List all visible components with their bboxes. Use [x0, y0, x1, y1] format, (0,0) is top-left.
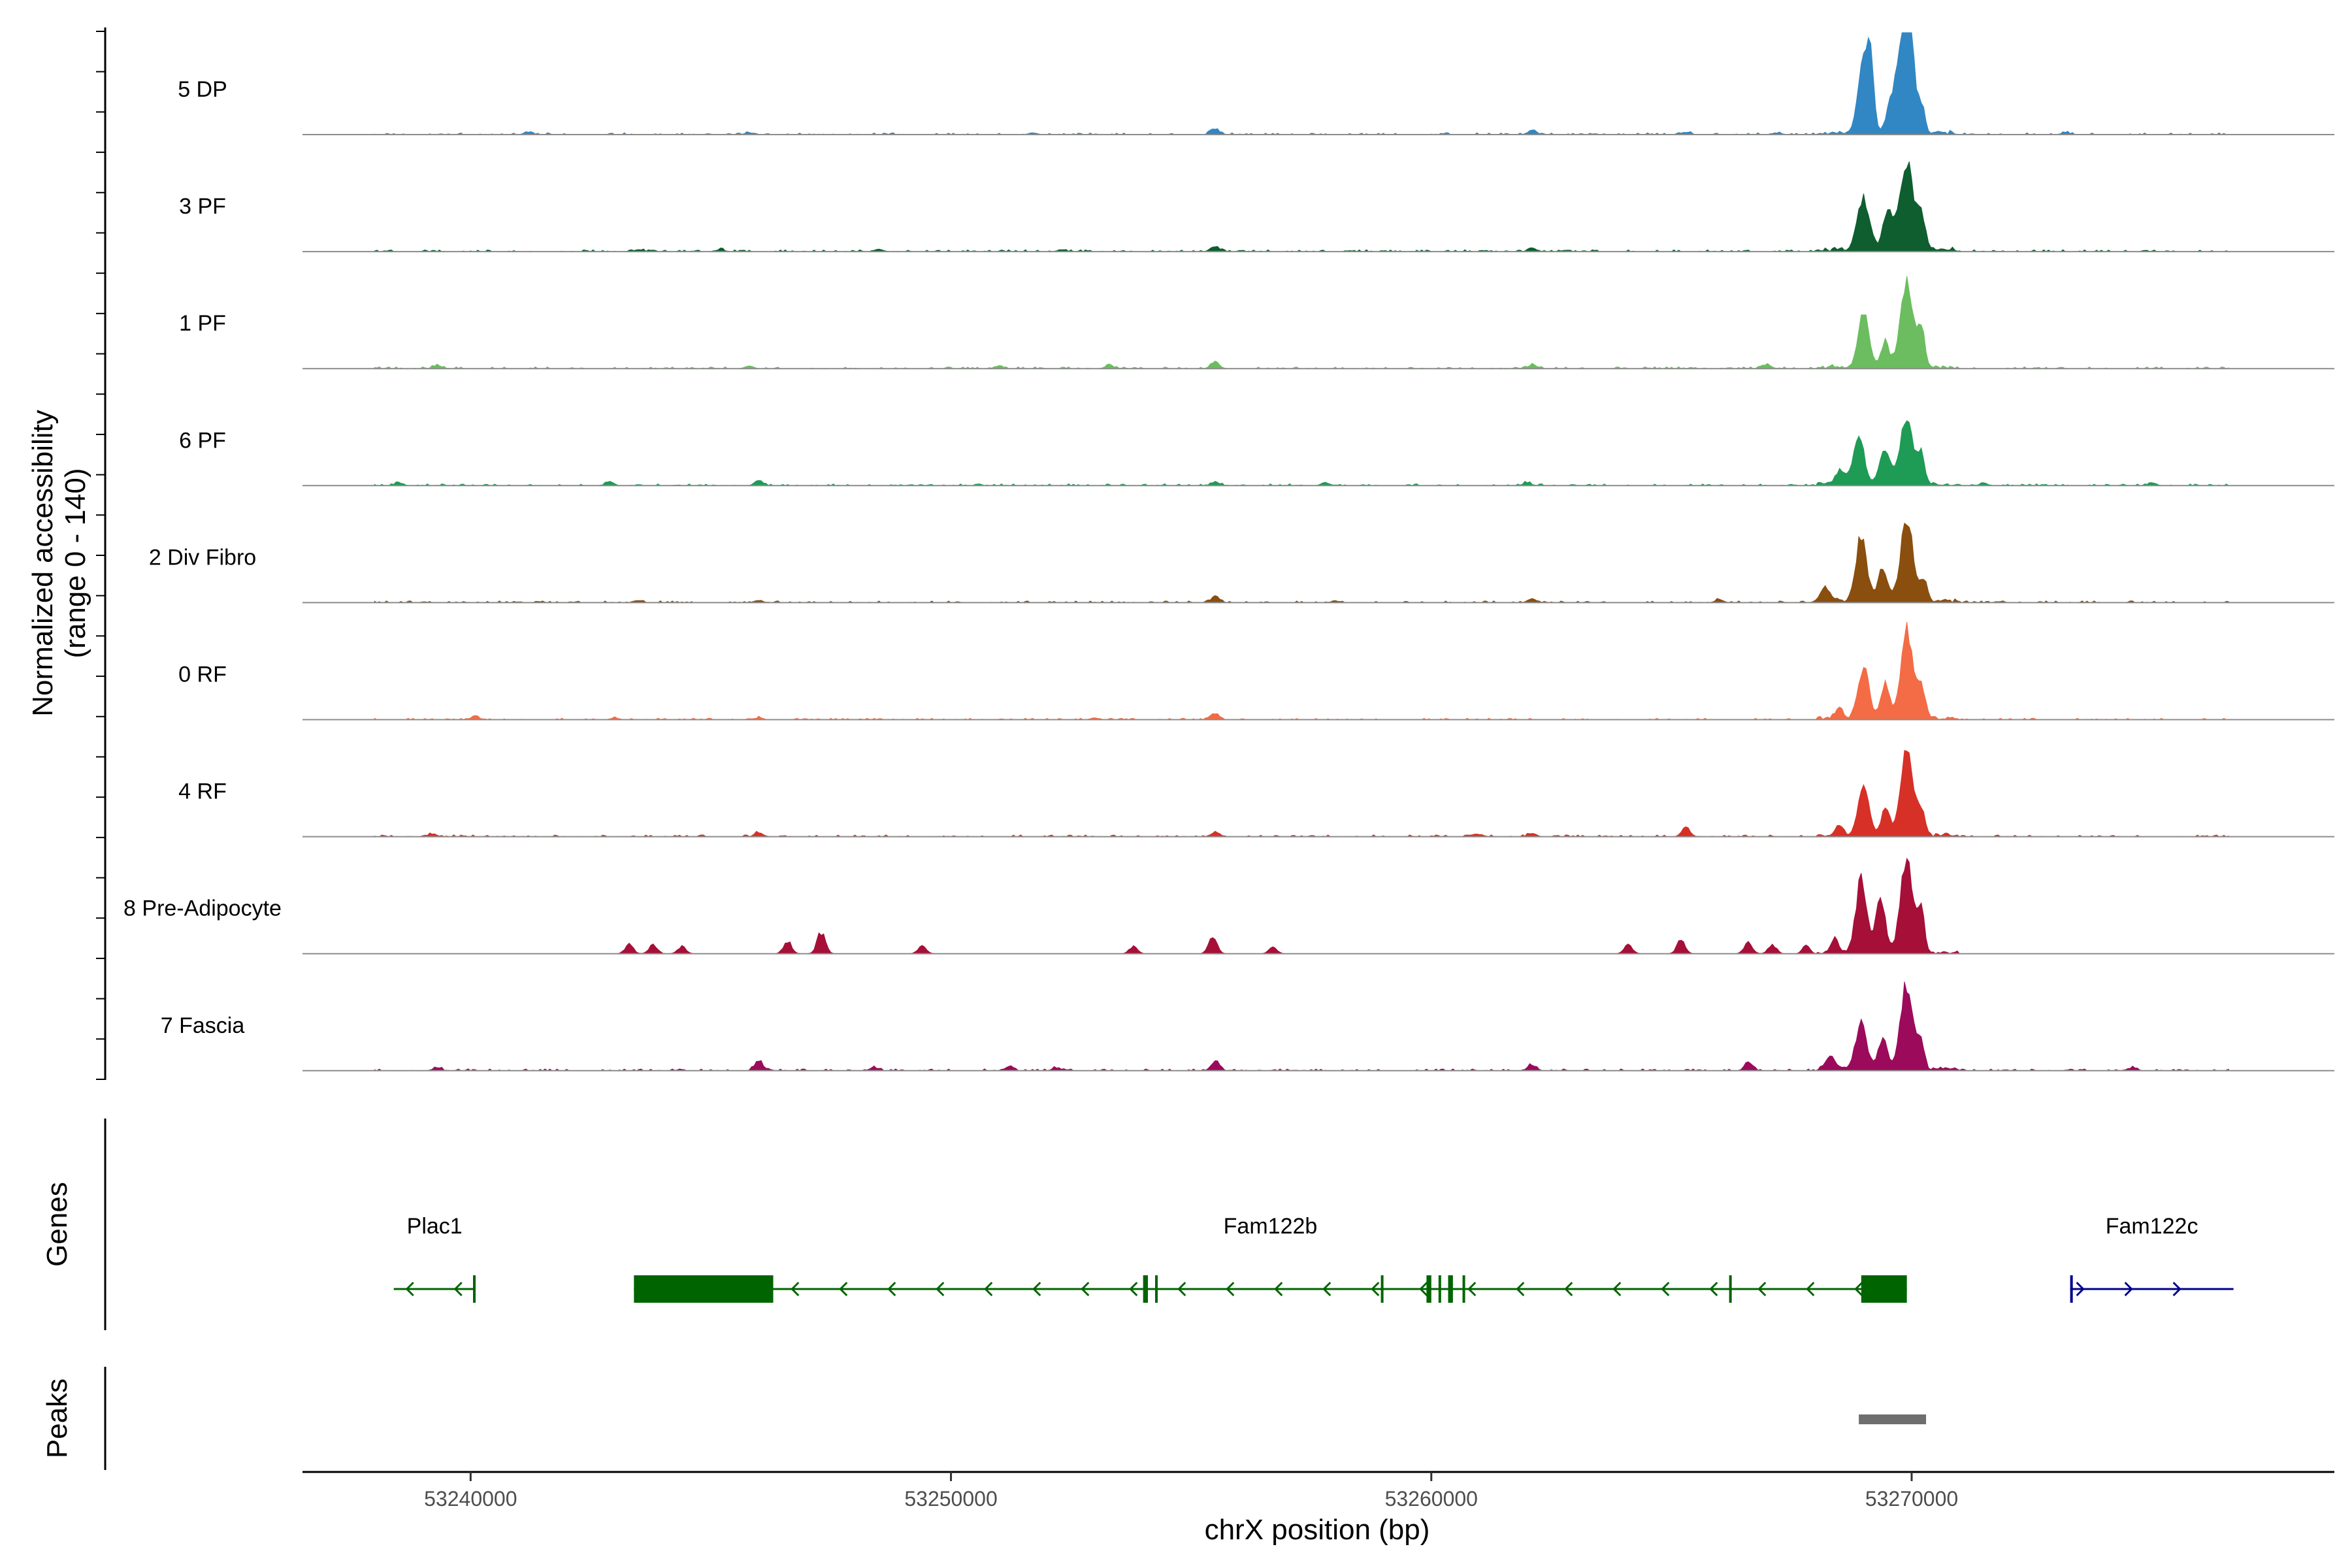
track-8-pre-adipocyte: 8 Pre-Adipocyte [123, 857, 2334, 955]
gene-label: Plac1 [407, 1214, 463, 1239]
track-7-fascia: 7 Fascia [161, 981, 2334, 1071]
gene-label: Fam122b [1224, 1214, 1318, 1239]
strand-arrow [1032, 1281, 1041, 1297]
strand-arrow [887, 1281, 896, 1297]
track-label: 4 RF [178, 779, 227, 804]
coverage-area [374, 161, 2229, 252]
gene-fam122c: Fam122c [2070, 1214, 2234, 1303]
track-5-dp: 5 DP [178, 32, 2334, 135]
coverage-area [374, 981, 2229, 1071]
genes-panel-title: Genes [41, 1182, 73, 1267]
gene-exon [634, 1275, 774, 1303]
strand-arrow [2076, 1281, 2085, 1297]
gene-exon [1438, 1275, 1441, 1303]
x-tick-label: 53260000 [1385, 1487, 1478, 1511]
track-0-rf: 0 RF [178, 621, 2334, 721]
gene-fam122b: Fam122b [634, 1214, 1907, 1303]
strand-arrow [1274, 1281, 1283, 1297]
strand-arrow [2124, 1281, 2133, 1297]
gene-exon [1155, 1275, 1158, 1303]
coverage-area [374, 522, 2229, 604]
track-label: 2 Div Fibro [149, 545, 256, 570]
strand-arrow [1564, 1281, 1573, 1297]
strand-arrow [2172, 1281, 2181, 1297]
gene-exon [2070, 1275, 2073, 1303]
coverage-y-ticks [96, 31, 105, 1080]
coverage-tracks: 5 DP 3 PF 1 PF 6 PF 2 Div Fibro 0 RF 4 RF 8 Pre… [123, 32, 2334, 1071]
strand-arrow [1757, 1281, 1767, 1297]
track-4-rf: 4 RF [178, 749, 2334, 838]
gene-label: Fam122c [2106, 1214, 2198, 1239]
gene-exon [473, 1275, 476, 1303]
strand-arrow [936, 1281, 945, 1297]
peaks-panel-title: Peaks [41, 1379, 73, 1458]
y-axis-title-range: (range 0 - 140) [59, 468, 91, 658]
genes-panel: Plac1 Fam122b Fam122c [393, 1214, 2234, 1303]
strand-arrow [791, 1281, 800, 1297]
y-axis-title: Normalized accessibility [27, 410, 59, 716]
gene-plac1: Plac1 [393, 1214, 476, 1303]
gene-exon [1462, 1275, 1465, 1303]
strand-arrow [1661, 1281, 1670, 1297]
peak-region [1859, 1414, 1927, 1424]
track-label: 5 DP [178, 77, 227, 102]
strand-arrow [1129, 1281, 1138, 1297]
gene-exon [1448, 1275, 1453, 1303]
gene-exon [1426, 1275, 1431, 1303]
track-3-pf: 3 PF [179, 161, 2334, 253]
coverage-area [374, 420, 2230, 486]
x-axis-title: chrX position (bp) [1205, 1514, 1430, 1546]
x-tick-label: 53270000 [1865, 1487, 1958, 1511]
strand-arrow [1371, 1281, 1380, 1297]
track-label: 8 Pre-Adipocyte [123, 896, 282, 921]
coverage-area [374, 621, 2229, 721]
track-2-div-fibro: 2 Div Fibro [149, 522, 2334, 604]
track-label: 7 Fascia [161, 1013, 245, 1038]
strand-arrow [1709, 1281, 1718, 1297]
peaks-panel [1859, 1414, 1927, 1424]
track-6-pf: 6 PF [179, 420, 2334, 487]
strand-arrow [839, 1281, 848, 1297]
strand-arrow [1081, 1281, 1090, 1297]
strand-arrow [1854, 1281, 1863, 1297]
track-1-pf: 1 PF [179, 276, 2334, 370]
coverage-area [374, 857, 2229, 955]
gene-exon [1380, 1275, 1384, 1303]
x-tick-label: 53240000 [424, 1487, 517, 1511]
strand-arrow [1226, 1281, 1235, 1297]
gene-exon [1143, 1275, 1148, 1303]
strand-arrow [1516, 1281, 1525, 1297]
coverage-area [374, 276, 2229, 369]
strand-arrow [1806, 1281, 1815, 1297]
coverage-area [374, 749, 2229, 838]
gene-exon [1861, 1275, 1907, 1303]
x-axis-ticks: 53240000 53250000 53260000 53270000 [424, 1472, 1958, 1511]
track-label: 0 RF [178, 662, 227, 687]
coverage-area [374, 32, 2229, 135]
strand-arrow [1177, 1281, 1186, 1297]
track-label: 6 PF [179, 428, 226, 453]
gene-exon [1729, 1275, 1732, 1303]
x-tick-label: 53250000 [904, 1487, 997, 1511]
strand-arrow [1612, 1281, 1622, 1297]
strand-arrow [405, 1281, 414, 1297]
strand-arrow [1322, 1281, 1331, 1297]
strand-arrow [453, 1281, 463, 1297]
strand-arrow [1419, 1281, 1428, 1297]
track-label: 1 PF [179, 311, 226, 336]
strand-arrow [984, 1281, 993, 1297]
track-label: 3 PF [179, 194, 226, 219]
strand-arrow [1467, 1281, 1477, 1297]
